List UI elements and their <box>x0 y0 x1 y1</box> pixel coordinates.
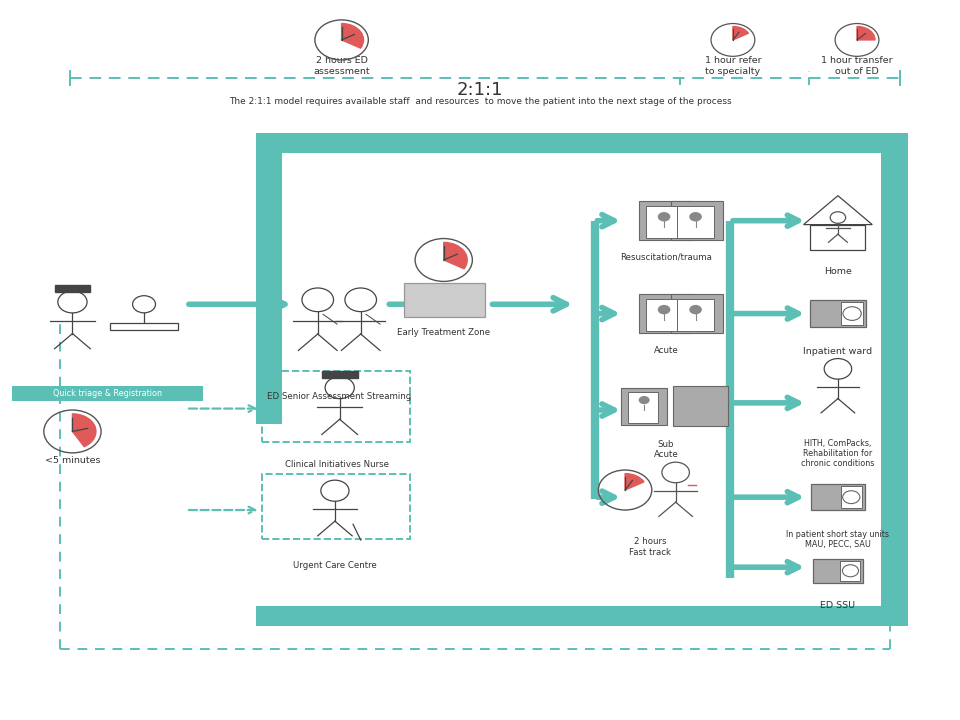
Wedge shape <box>857 27 875 40</box>
Text: Home: Home <box>824 267 852 276</box>
Text: 1 hour refer
to specialty: 1 hour refer to specialty <box>705 56 761 76</box>
Bar <box>881 132 907 626</box>
Bar <box>841 487 862 508</box>
Text: ED Senior Assessment Streaming: ED Senior Assessment Streaming <box>267 392 411 401</box>
Circle shape <box>843 307 861 320</box>
Bar <box>671 201 724 240</box>
Circle shape <box>689 212 702 222</box>
Bar <box>255 606 907 626</box>
Circle shape <box>658 212 670 222</box>
Text: Clinical Initiatives Nurse: Clinical Initiatives Nurse <box>285 460 389 469</box>
Bar <box>322 371 357 378</box>
Circle shape <box>658 305 670 315</box>
Bar <box>671 294 724 333</box>
Circle shape <box>842 564 858 577</box>
Text: Inpatient ward: Inpatient ward <box>804 347 873 356</box>
Text: In patient short stay units
MAU, PECC, SAU: In patient short stay units MAU, PECC, S… <box>786 530 889 549</box>
Bar <box>811 485 865 510</box>
Wedge shape <box>342 24 364 48</box>
Bar <box>621 388 667 425</box>
Text: Early Treatment Zone: Early Treatment Zone <box>397 328 491 337</box>
Bar <box>262 371 410 442</box>
Wedge shape <box>625 474 644 490</box>
Bar <box>810 225 865 251</box>
Text: HITH, ComPacks,
Rehabilitation for
chronic conditions: HITH, ComPacks, Rehabilitation for chron… <box>802 438 875 469</box>
Circle shape <box>638 396 650 404</box>
Text: 2:1:1: 2:1:1 <box>457 81 503 99</box>
Bar <box>840 561 860 581</box>
Text: Sub
Acute: Sub Acute <box>654 440 679 459</box>
Wedge shape <box>732 27 749 40</box>
Bar <box>646 206 683 238</box>
Bar <box>809 300 866 327</box>
Text: The 2:1:1 model requires available staff  and resources  to move the patient int: The 2:1:1 model requires available staff… <box>228 97 732 106</box>
Text: ED SSU: ED SSU <box>821 601 855 611</box>
Bar <box>841 302 863 325</box>
Text: Acute: Acute <box>654 346 679 355</box>
Bar <box>255 153 282 424</box>
Text: Triage: Triage <box>58 392 86 400</box>
Bar <box>646 299 683 331</box>
Wedge shape <box>444 243 468 269</box>
Bar <box>55 285 90 292</box>
Circle shape <box>689 305 702 315</box>
Text: Resuscitation/trauma: Resuscitation/trauma <box>620 253 712 262</box>
Circle shape <box>843 491 860 503</box>
Text: 2 hours: 2 hours <box>426 284 462 292</box>
Bar <box>109 323 179 330</box>
Text: Urgent Care Centre: Urgent Care Centre <box>293 562 376 570</box>
Bar <box>639 294 692 333</box>
Bar <box>12 386 204 402</box>
Text: Registration: Registration <box>115 392 173 400</box>
Text: 2 hours ED
assessment: 2 hours ED assessment <box>313 56 370 76</box>
Bar <box>677 206 714 238</box>
Wedge shape <box>72 414 96 446</box>
Bar <box>813 559 863 582</box>
Text: Quick triage & Registration: Quick triage & Registration <box>53 389 162 398</box>
Text: 2 hours
Fast track: 2 hours Fast track <box>629 537 671 557</box>
Text: <5 minutes: <5 minutes <box>45 456 100 465</box>
Bar <box>673 387 728 426</box>
Bar <box>639 201 692 240</box>
Bar <box>403 283 485 317</box>
Text: 1 hour transfer
out of ED: 1 hour transfer out of ED <box>821 56 893 76</box>
Bar <box>677 299 714 331</box>
Bar <box>255 132 881 153</box>
Bar <box>628 392 658 423</box>
Bar <box>262 474 410 539</box>
